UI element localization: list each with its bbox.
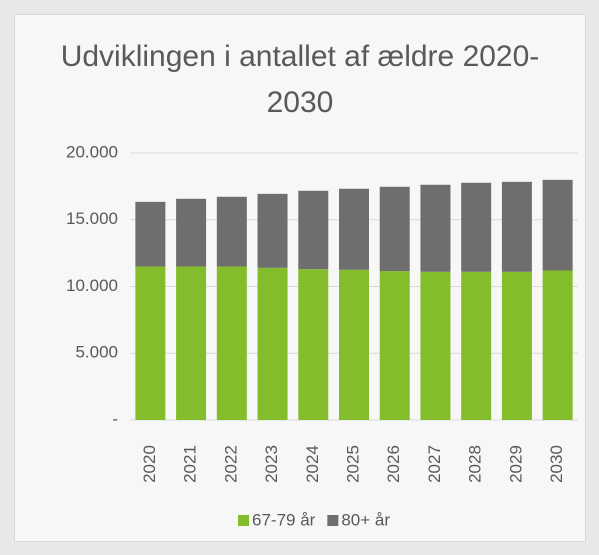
bar-segment xyxy=(176,266,207,420)
x-tick-label: 2025 xyxy=(343,445,362,483)
y-tick-label: 5.000 xyxy=(75,343,118,362)
bar-segment xyxy=(135,201,166,267)
bar-segment xyxy=(135,266,166,420)
legend-swatch xyxy=(238,515,249,526)
y-tick-label: 10.000 xyxy=(66,276,118,295)
legend-label: 80+ år xyxy=(341,510,390,529)
legend-label: 67-79 år xyxy=(252,510,316,529)
x-tick-label: 2028 xyxy=(466,445,485,483)
x-tick-label: 2030 xyxy=(547,445,566,483)
bar-segment xyxy=(379,186,410,272)
bar-segment xyxy=(257,267,288,420)
chart-title: Udviklingen i antallet af ældre 2020-203… xyxy=(60,40,540,119)
y-tick-label: - xyxy=(112,409,118,428)
bar-segment xyxy=(501,271,532,420)
x-tick-label: 2024 xyxy=(303,445,322,483)
bar-segment xyxy=(379,271,410,420)
bar-segment xyxy=(176,198,207,267)
bar-segment xyxy=(339,188,369,270)
bar-segment xyxy=(216,266,247,420)
x-tick-label: 2020 xyxy=(140,445,159,483)
y-tick-label: 20.000 xyxy=(66,142,118,161)
bar-segment xyxy=(257,193,288,268)
bar-segment xyxy=(501,181,532,272)
bar-segment xyxy=(339,269,369,420)
bar-segment xyxy=(298,269,329,420)
x-tick-label: 2027 xyxy=(425,445,444,483)
x-tick-label: 2026 xyxy=(384,445,403,483)
bar-segment xyxy=(461,182,492,272)
bar-segment xyxy=(298,190,329,270)
bar-segment xyxy=(542,270,573,420)
bar-segment xyxy=(216,196,247,267)
x-tick-label: 2022 xyxy=(221,445,240,483)
x-tick-label: 2029 xyxy=(506,445,525,483)
bar-segment xyxy=(420,184,451,272)
bar-segment xyxy=(420,271,451,420)
bar-segment xyxy=(542,179,573,271)
x-tick-label: 2021 xyxy=(181,445,200,483)
y-tick-label: 15.000 xyxy=(66,209,118,228)
bar-segment xyxy=(461,271,492,420)
legend-swatch xyxy=(327,515,339,526)
x-tick-label: 2023 xyxy=(262,445,281,483)
